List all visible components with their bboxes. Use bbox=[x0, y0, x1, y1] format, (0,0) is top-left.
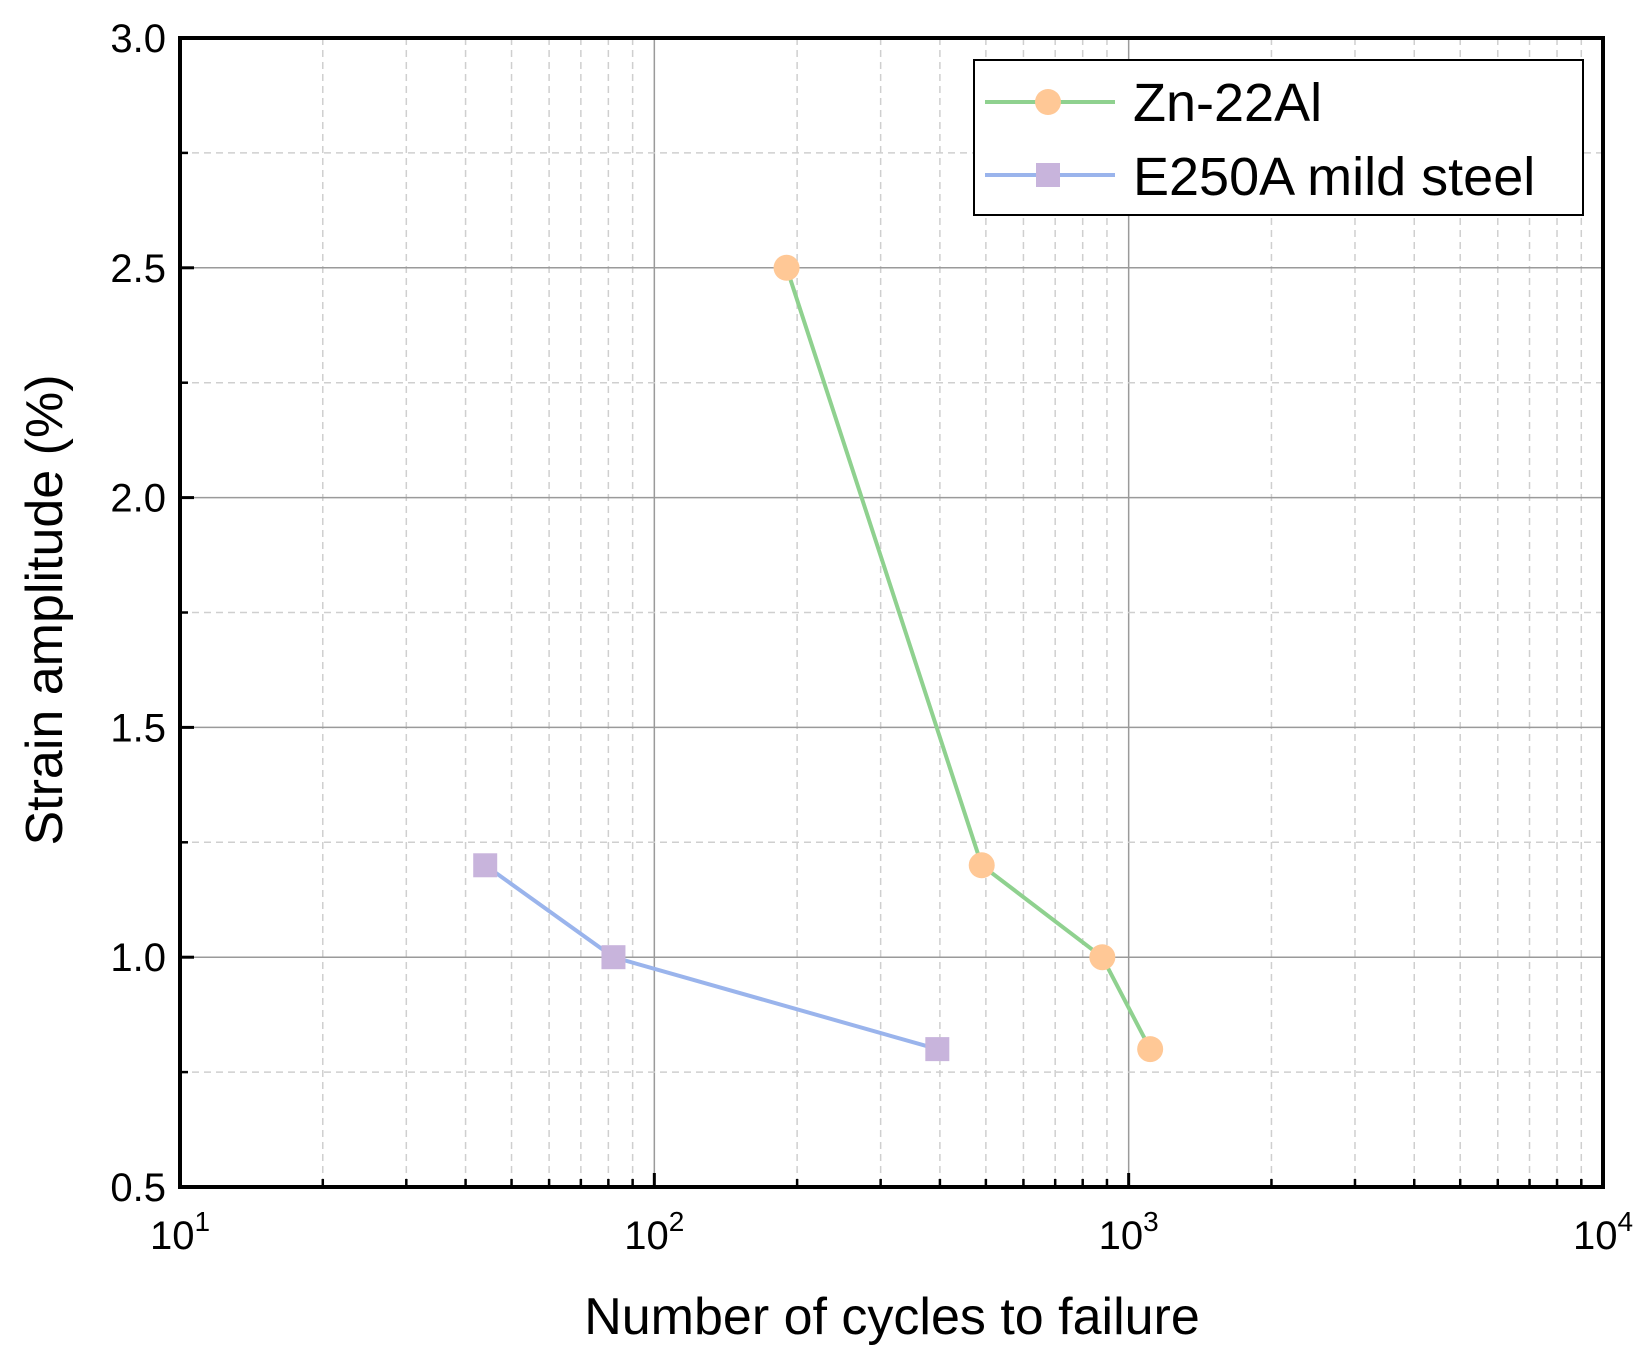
y-tick-label: 1.5 bbox=[110, 706, 166, 750]
series-layer bbox=[473, 254, 1164, 1063]
y-tick-label: 3.0 bbox=[110, 17, 166, 61]
legend-marker-zn22al bbox=[1035, 89, 1061, 115]
data-point bbox=[968, 852, 995, 879]
data-point bbox=[473, 853, 498, 878]
series-line-0 bbox=[784, 267, 1152, 1051]
data-point bbox=[1137, 1036, 1164, 1063]
y-tick-label: 0.5 bbox=[110, 1166, 166, 1210]
y-tick-label: 2.0 bbox=[110, 477, 166, 521]
y-tick-label: 1.0 bbox=[110, 936, 166, 980]
x-tick-label: 102 bbox=[624, 1206, 684, 1258]
x-tick-label: 104 bbox=[1573, 1206, 1633, 1258]
legend-marker-e250a bbox=[1036, 163, 1060, 187]
data-point bbox=[601, 945, 626, 970]
x-axis-title: Number of cycles to failure bbox=[584, 1288, 1200, 1346]
data-point bbox=[773, 254, 800, 281]
legend: Zn-22Al E250A mild steel bbox=[973, 59, 1584, 216]
x-tick-label: 103 bbox=[1099, 1206, 1159, 1258]
x-tick-label: 101 bbox=[150, 1206, 210, 1258]
legend-label-e250a: E250A mild steel bbox=[1133, 147, 1535, 207]
legend-label-zn22al: Zn-22Al bbox=[1133, 73, 1322, 133]
data-point bbox=[925, 1037, 950, 1062]
y-tick-label: 2.5 bbox=[110, 247, 166, 291]
grid bbox=[180, 38, 1603, 1187]
y-axis-title: Strain amplitude (%) bbox=[16, 374, 74, 845]
tick-labels: 0.5 1.0 1.5 2.0 2.5 3.0 101 102 103 104 bbox=[110, 17, 1633, 1258]
ticks bbox=[178, 36, 1605, 1189]
legend-box bbox=[973, 59, 1584, 216]
data-point bbox=[1089, 944, 1116, 971]
